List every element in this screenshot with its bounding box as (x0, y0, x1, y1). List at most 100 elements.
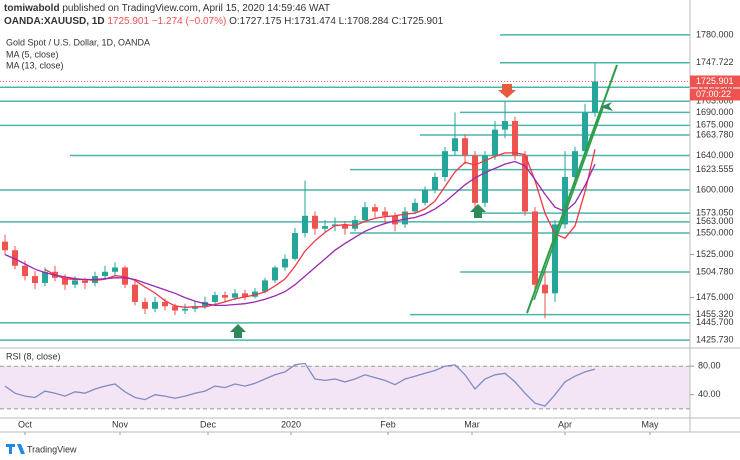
x-tick-label: May (641, 419, 659, 429)
level-label: 1504.780 (696, 266, 734, 276)
ma-line (44, 149, 596, 308)
candle-body (402, 211, 408, 225)
change: −1.274 (−0.07%) (152, 16, 227, 27)
y-tick-label: 1525.000 (696, 249, 734, 259)
level-label: 1455.320 (696, 309, 734, 319)
candle-body (252, 291, 258, 297)
left-arrow (600, 102, 613, 111)
open: O:1727.175 (229, 16, 282, 27)
rsi-band (0, 366, 690, 409)
candle-body (112, 267, 118, 272)
x-tick-label: Apr (558, 419, 572, 429)
candle-body (102, 271, 108, 277)
candle-body (422, 189, 428, 203)
low: L:1708.284 (339, 16, 389, 27)
candle-body (282, 258, 288, 268)
level-label: 1640.000 (696, 150, 734, 160)
x-tick-label: Feb (380, 419, 396, 429)
ma-line (4, 160, 596, 307)
down-arrow (498, 84, 516, 98)
y-tick-label: 1475.000 (696, 292, 734, 302)
level-label: 1703.000 (696, 96, 734, 106)
x-tick-label: Dec (200, 419, 217, 429)
level-label: 1573.050 (696, 208, 734, 218)
up-arrow (470, 204, 486, 218)
candle-body (192, 306, 198, 309)
candle-body (362, 207, 368, 221)
level-label: 1663.780 (696, 129, 734, 139)
y-tick-label: 80.00 (698, 361, 721, 371)
candle-body (322, 226, 328, 229)
level-label: 1747.722 (696, 57, 734, 67)
candle-body (442, 151, 448, 178)
level-label: 1425.730 (696, 334, 734, 344)
plot (0, 34, 690, 410)
level-label: 1445.700 (696, 317, 734, 327)
candle-body (132, 284, 138, 302)
candle-body (312, 215, 318, 229)
candle-body (22, 265, 28, 277)
rsi-title: RSI (8, close) (6, 351, 61, 361)
trend-line (533, 107, 604, 301)
last-price-label: 1725.901 (696, 76, 734, 86)
candle-body (232, 293, 238, 298)
candle-body (522, 155, 528, 212)
candle-body (12, 250, 18, 266)
level-label: 1623.555 (696, 164, 734, 174)
published: published on TradingView.com, April 15, … (62, 3, 330, 14)
candle-body (342, 224, 348, 229)
chart-title: Gold Spot / U.S. Dollar, 1D, OANDA (6, 37, 150, 47)
candle-body (352, 220, 358, 229)
x-tick-label: Mar (464, 419, 480, 429)
level-label: 1563.000 (696, 216, 734, 226)
last-price-box (690, 75, 740, 88)
candle-body (262, 280, 268, 292)
close: C:1725.901 (392, 16, 444, 27)
quote-line: OANDA:XAUUSD, 1D 1725.901 −1.274 (−0.07%… (4, 16, 444, 27)
candle-body (472, 155, 478, 203)
candle-body (572, 151, 578, 178)
candle-body (372, 207, 378, 212)
candle-body (152, 301, 158, 309)
candle-body (382, 211, 388, 216)
candle-body (542, 284, 548, 294)
candle-body (512, 121, 518, 156)
candle-body (452, 138, 458, 152)
level-label: 1550.000 (696, 227, 734, 237)
x-tick-label: Oct (18, 419, 33, 429)
level-label: 1675.000 (696, 120, 734, 130)
candle-body (292, 233, 298, 259)
y-tick-label: 40.00 (698, 389, 721, 399)
candle-body (532, 211, 538, 285)
candle-body (592, 81, 598, 113)
candle-body (412, 202, 418, 212)
x-tick-label: Nov (112, 419, 129, 429)
candle-body (212, 295, 218, 302)
countdown: 07:00:22 (696, 89, 731, 99)
high: H:1731.474 (284, 16, 336, 27)
brand: TradingView (27, 444, 77, 454)
x-tick-label: 2020 (281, 419, 301, 429)
candle-body (392, 215, 398, 225)
candle-body (272, 267, 278, 281)
candle-body (492, 129, 498, 156)
candle-body (32, 276, 38, 283)
rsi-line (4, 362, 596, 407)
up-arrow (230, 324, 246, 338)
author-name: tomiwabold (4, 3, 60, 14)
level-label: 1780.000 (696, 29, 734, 39)
candle-body (582, 112, 588, 152)
candle-body (172, 306, 178, 311)
symbol: OANDA:XAUUSD, 1D (4, 16, 105, 27)
logo (6, 444, 25, 454)
candle-body (82, 280, 88, 283)
level-label: 1600.000 (696, 184, 734, 194)
legend-entry: MA (13, close) (6, 60, 64, 70)
candle-body (142, 301, 148, 309)
author: tomiwabold published on TradingView.com,… (4, 3, 330, 14)
candle-body (2, 241, 8, 251)
countdown-box (690, 88, 740, 101)
last: 1725.901 (107, 16, 149, 27)
candle-body (72, 280, 78, 285)
